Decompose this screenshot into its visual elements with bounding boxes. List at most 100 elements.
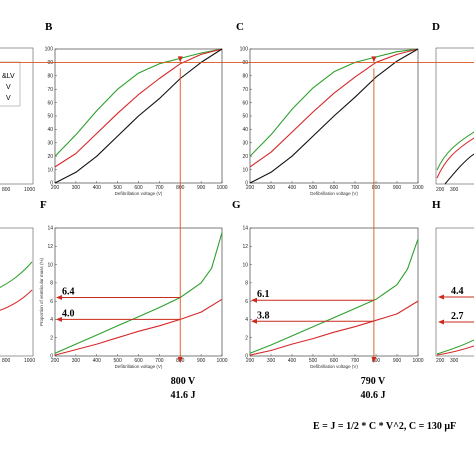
series-line-black bbox=[54, 48, 223, 184]
series-line-red bbox=[249, 48, 419, 168]
tick-label: 80 bbox=[47, 74, 53, 80]
tick-label: 300 bbox=[72, 358, 81, 364]
tick-label: 600 bbox=[330, 358, 339, 364]
tick-label: 400 bbox=[93, 358, 102, 364]
arrowhead bbox=[438, 319, 444, 325]
tick-label: 500 bbox=[113, 358, 122, 364]
panel-f: 200300400500600700800900100002468101214D… bbox=[39, 226, 228, 369]
tick-label: 0 bbox=[245, 354, 248, 360]
legend-entry: V bbox=[6, 95, 11, 102]
series-line-green bbox=[249, 238, 419, 354]
tick-label: 6 bbox=[245, 299, 248, 305]
series-line-green bbox=[436, 131, 474, 171]
annotation-label: 2.7 bbox=[451, 311, 464, 322]
tick-label: 200 bbox=[51, 358, 60, 364]
series-line-green bbox=[0, 261, 33, 288]
tick-label: 10 bbox=[47, 262, 53, 268]
tick-label: 200 bbox=[246, 185, 255, 191]
tick-label: 300 bbox=[72, 185, 81, 191]
tick-label: 700 bbox=[155, 358, 164, 364]
tick-label: 8 bbox=[245, 281, 248, 287]
series-line-green bbox=[54, 48, 223, 157]
tick-label: 200 bbox=[51, 185, 60, 191]
tick-label: 1000 bbox=[412, 185, 423, 191]
tick-label: 900 bbox=[197, 358, 206, 364]
tick-label: 600 bbox=[134, 185, 143, 191]
tick-label: 12 bbox=[47, 244, 53, 250]
tick-label: 50 bbox=[242, 114, 248, 120]
legend-entry: V bbox=[6, 84, 11, 91]
tick-label: 800 bbox=[2, 358, 11, 364]
tick-label: 700 bbox=[155, 185, 164, 191]
tick-label: 14 bbox=[242, 226, 248, 232]
panel-letter-f: F bbox=[40, 199, 47, 211]
arrowhead bbox=[251, 297, 257, 303]
tick-label: 50 bbox=[47, 114, 53, 120]
tick-label: 500 bbox=[113, 185, 122, 191]
panel-letter-c: C bbox=[236, 21, 244, 33]
panel-a: &LV V V 800 1000 bbox=[0, 47, 35, 193]
x-axis-label: Defibrillation voltage (V) bbox=[115, 191, 163, 196]
series-line-black bbox=[249, 48, 419, 184]
series-line-red bbox=[436, 137, 474, 179]
x-axis-label: Defibrillation voltage (V) bbox=[115, 364, 163, 369]
caption-energy-f: 41.6 J bbox=[171, 390, 196, 401]
panel-c: 200 300 400 500 600 700 800 900 1000 0 10 20 30 40 50 6… bbox=[240, 47, 424, 196]
tick-label: 100 bbox=[240, 47, 249, 53]
panel-h: 4.4 2.7 200 300 bbox=[435, 227, 474, 364]
panel-letter-d: D bbox=[432, 21, 440, 33]
series-line-red bbox=[54, 298, 223, 356]
tick-label: 700 bbox=[351, 358, 360, 364]
tick-label: 0 bbox=[50, 354, 53, 360]
caption-energy-g: 40.6 J bbox=[361, 390, 386, 401]
tick-label: 200 bbox=[436, 358, 445, 364]
tick-label: 6 bbox=[50, 299, 53, 305]
plot-frame bbox=[54, 227, 223, 357]
panel-letter-h: H bbox=[432, 199, 441, 211]
tick-label: 500 bbox=[309, 358, 318, 364]
arrowhead bbox=[56, 294, 62, 300]
tick-label: 600 bbox=[330, 185, 339, 191]
tick-label: 1000 bbox=[24, 187, 35, 193]
tick-label: 90 bbox=[47, 60, 53, 66]
tick-label: 30 bbox=[47, 141, 53, 147]
tick-label: 400 bbox=[93, 185, 102, 191]
tick-label: 30 bbox=[242, 141, 248, 147]
tick-label: 100 bbox=[45, 47, 54, 53]
tick-label: 700 bbox=[351, 185, 360, 191]
series-line-red bbox=[249, 300, 419, 356]
tick-label: 300 bbox=[267, 358, 276, 364]
series-line-red bbox=[0, 289, 33, 311]
arrowhead bbox=[56, 316, 62, 322]
tick-label: 900 bbox=[393, 358, 402, 364]
caption-voltage-f: 800 V bbox=[171, 376, 196, 387]
tick-label: 300 bbox=[450, 358, 459, 364]
tick-label: 60 bbox=[242, 100, 248, 106]
arrowhead bbox=[371, 56, 377, 63]
annotation-label: 6.4 bbox=[62, 286, 75, 297]
tick-label: 300 bbox=[267, 185, 276, 191]
tick-label: 80 bbox=[242, 74, 248, 80]
annotation-label: 4.4 bbox=[451, 286, 464, 297]
tick-label: 14 bbox=[47, 226, 53, 232]
tick-label: 800 bbox=[372, 185, 381, 191]
tick-label: 8 bbox=[50, 281, 53, 287]
tick-label: 1000 bbox=[216, 185, 227, 191]
panel-b: 2003004005006007008009001000010203040506… bbox=[45, 47, 228, 196]
arrowhead bbox=[251, 318, 257, 324]
series-line-black bbox=[444, 153, 474, 185]
tick-label: 90 bbox=[242, 60, 248, 66]
tick-label: 1000 bbox=[216, 358, 227, 364]
arrowhead bbox=[177, 357, 183, 363]
series-line-green bbox=[249, 48, 419, 157]
annotation-label: 6.1 bbox=[257, 289, 270, 300]
tick-label: 500 bbox=[309, 185, 318, 191]
caption-voltage-g: 790 V bbox=[361, 376, 386, 387]
series-line-green bbox=[436, 339, 474, 355]
tick-label: 800 bbox=[372, 358, 381, 364]
tick-label: 200 bbox=[436, 187, 445, 193]
annotation-label: 3.8 bbox=[257, 310, 270, 321]
plot-frame bbox=[249, 227, 419, 357]
arrowhead bbox=[371, 357, 377, 363]
tick-label: 70 bbox=[47, 87, 53, 93]
